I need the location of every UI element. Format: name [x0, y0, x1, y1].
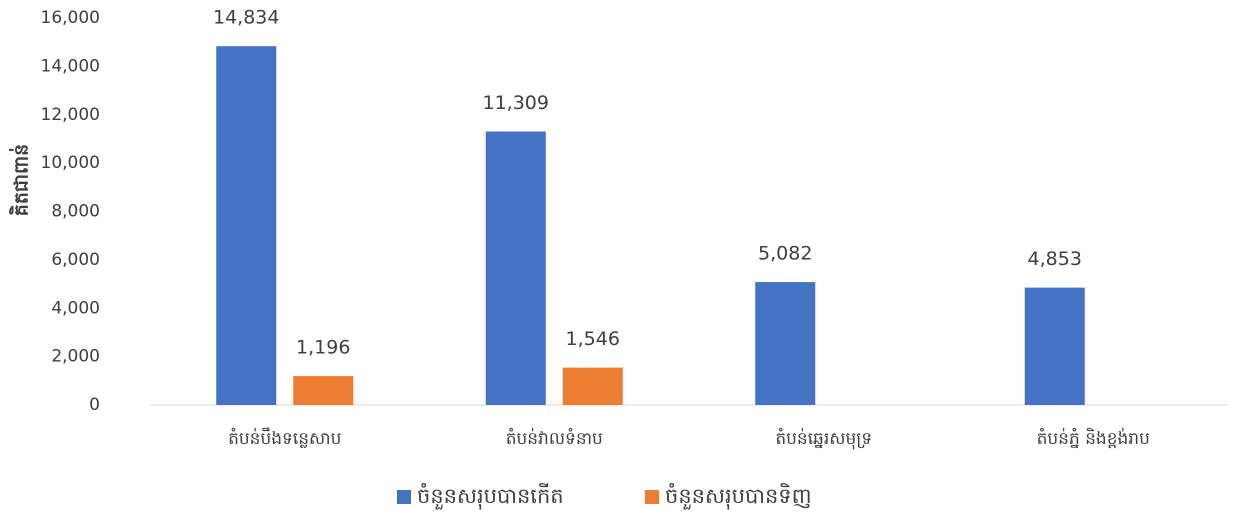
bar [216, 46, 277, 405]
bar [755, 282, 816, 405]
data-label: 14,834 [213, 7, 279, 29]
bar [562, 367, 623, 405]
legend-swatch [645, 490, 659, 504]
y-tick-label: 8,000 [51, 202, 100, 222]
x-tick-label: តំបន់វាលទំនាប [506, 427, 603, 449]
y-tick-label: 12,000 [41, 105, 100, 125]
data-label: 4,853 [1028, 248, 1082, 270]
data-label: 11,309 [483, 92, 549, 114]
legend-swatch [397, 490, 411, 504]
bar [1024, 287, 1085, 405]
x-tick-label: តំបន់បឹងទន្លេសាប [228, 427, 341, 449]
bar [485, 131, 546, 405]
y-tick-label: 4,000 [51, 298, 100, 318]
legend-label: ចំនួនសរុបបានទិញ [665, 483, 812, 510]
y-tick-label: 0 [89, 395, 100, 415]
data-label: 1,546 [566, 328, 620, 350]
y-tick-label: 6,000 [51, 250, 100, 270]
data-label: 1,196 [296, 337, 350, 359]
y-axis-label: គិតជាពាន់ [9, 144, 33, 216]
y-tick-label: 2,000 [51, 347, 100, 367]
bar [293, 376, 354, 405]
x-tick-label: តំបន់ភ្នំ និងខ្ពង់រាប [1037, 427, 1150, 449]
x-tick-label: តំបន់ឆ្នេរសមុទ្រ [775, 427, 872, 450]
y-tick-label: 10,000 [41, 153, 100, 173]
y-tick-label: 14,000 [41, 56, 100, 76]
y-tick-label: 16,000 [41, 8, 100, 28]
legend-label: ចំនួនសរុបបានកើត [417, 483, 564, 510]
data-label: 5,082 [758, 243, 812, 265]
